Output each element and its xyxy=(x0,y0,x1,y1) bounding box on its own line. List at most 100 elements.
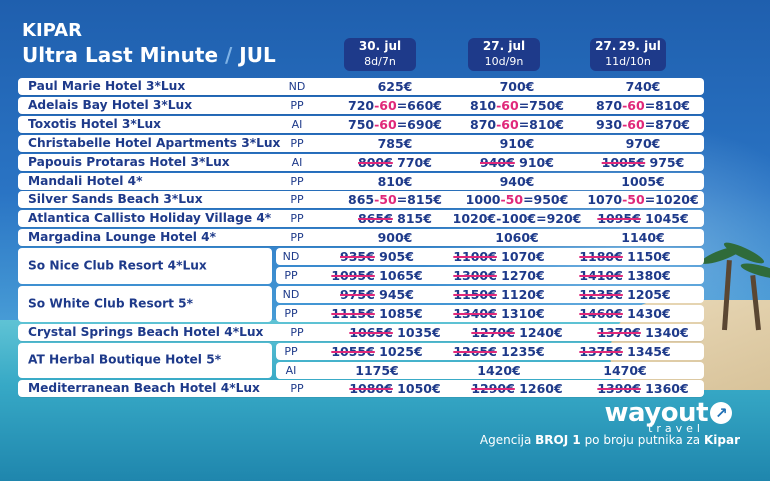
price-cell: 940€ 910€ xyxy=(432,154,602,171)
old-price: 1150€ xyxy=(453,286,497,302)
old-price: 1300€ xyxy=(453,268,497,283)
board-type: PP xyxy=(290,174,304,188)
discount-amount: -50 xyxy=(500,192,524,208)
new-price: 1235€ xyxy=(496,343,545,359)
price-cell: 1290€ 1260€ xyxy=(432,380,602,397)
old-price: 1095€ xyxy=(331,268,375,283)
new-price: 910€ xyxy=(514,154,554,170)
old-price: 1460€ xyxy=(579,305,623,321)
price-cell: 900€ xyxy=(377,230,413,246)
hotel-name: So White Club Resort 5* xyxy=(28,296,194,311)
new-price: 1085€ xyxy=(374,305,423,321)
discount-amount: -60 xyxy=(622,97,645,113)
tagline-text: po broju putnika za xyxy=(580,433,704,447)
table-row: Atlantica Callisto Holiday Village 4* PP 8… xyxy=(18,210,704,228)
price-cell: 785€ xyxy=(377,135,413,151)
column-nights: 8d/7n xyxy=(364,55,396,68)
price-cell: 1100€ 1070€ xyxy=(414,248,584,265)
price-cell: 865-50=815€ xyxy=(310,191,480,208)
old-price: 800€ xyxy=(358,154,393,170)
price-cell: 930-60=870€ xyxy=(558,116,728,133)
board-type: PP xyxy=(284,344,298,358)
final-price: =810€ xyxy=(518,116,564,132)
discount-amount: -60 xyxy=(496,116,519,132)
table-row: Mediterranean Beach Hotel 4*Lux PP 1080€ 1… xyxy=(18,380,704,398)
discount-amount: -60 xyxy=(496,97,519,113)
old-price: 975€ xyxy=(340,286,375,302)
new-price: 1260€ xyxy=(514,381,563,397)
price-cell: 625€ xyxy=(377,79,413,94)
price-cell: 800€ 770€ xyxy=(310,154,480,171)
old-price: 865€ xyxy=(358,211,393,227)
offer-month: JUL xyxy=(239,43,276,67)
hotel-group: So Nice Club Resort 4*Lux xyxy=(18,248,272,284)
price-cell: 810-60=750€ xyxy=(432,97,602,114)
new-price: 1240€ xyxy=(514,324,563,340)
hotel-name: Silver Sands Beach 3*Lux xyxy=(28,192,203,207)
old-price: 1370€ xyxy=(597,324,641,340)
price-cell: 910€ xyxy=(499,135,535,151)
board-type: AI xyxy=(291,117,303,131)
old-price: 1235€ xyxy=(579,286,623,302)
base-price: 1000 xyxy=(465,192,501,208)
price-cell: 865€ 815€ xyxy=(310,210,480,227)
price-cell: 970€ xyxy=(625,135,661,151)
new-price: 1150€ xyxy=(622,249,671,265)
price-cell: 1060€ xyxy=(495,230,539,246)
new-price: 1360€ xyxy=(640,381,689,397)
board-type: PP xyxy=(290,382,304,396)
old-price: 1065€ xyxy=(349,324,393,340)
board-type: PP xyxy=(290,325,304,339)
new-price: 1050€ xyxy=(392,381,441,397)
base-price: 870 xyxy=(596,97,623,113)
price-cell: 1000-50=950€ xyxy=(432,191,602,208)
logo-arrow-icon: ↗ xyxy=(710,402,732,424)
price-cell: 1470€ xyxy=(603,362,647,378)
price-cell: 1375€ 1345€ xyxy=(540,343,710,360)
hotel-name: Christabelle Hotel Apartments 3*Lux xyxy=(28,135,281,150)
discount-amount: -60 xyxy=(374,97,397,113)
board-type: PP xyxy=(290,136,304,150)
old-price: 1340€ xyxy=(453,305,497,321)
old-price: 1095€ xyxy=(597,211,641,227)
old-price: 935€ xyxy=(340,249,375,265)
base-price: 870 xyxy=(470,116,497,132)
price-cell: 940€ xyxy=(499,173,535,189)
table-row: Christabelle Hotel Apartments 3*Lux PP 785… xyxy=(18,134,704,152)
logo-text: wayout xyxy=(604,398,708,428)
new-price: 945€ xyxy=(374,286,414,302)
hotel-name: Crystal Springs Beach Hotel 4*Lux xyxy=(28,324,264,339)
agency-tagline: Agencija BROJ 1 po broju putnika za Kipa… xyxy=(480,433,740,447)
board-type: ND xyxy=(282,287,300,301)
price-cell: 1420€ xyxy=(477,362,521,378)
new-price: 1430€ xyxy=(622,305,671,321)
old-price: 1270€ xyxy=(471,324,515,340)
offer-title-text: Ultra Last Minute xyxy=(22,43,219,67)
price-cell: 1235€ 1205€ xyxy=(540,286,710,303)
price-cell: 1005€ xyxy=(621,173,665,189)
logo-wordmark: wayout ↗ xyxy=(604,398,732,428)
board-type: PP xyxy=(290,98,304,112)
price-cell: 1095€ 1065€ xyxy=(292,267,462,284)
price-cell: 750-60=690€ xyxy=(310,116,480,133)
old-price: 1180€ xyxy=(579,249,623,265)
hotel-name: So Nice Club Resort 4*Lux xyxy=(28,258,207,273)
final-price: =750€ xyxy=(518,97,564,113)
discount-amount: -50 xyxy=(622,192,645,208)
tagline-text: Agencija xyxy=(479,433,536,447)
price-cell: 1055€ 1025€ xyxy=(292,343,462,360)
price-cell: 935€ 905€ xyxy=(292,248,462,265)
price-cell: 1115€ 1085€ xyxy=(292,305,462,322)
column-nights: 10d/9n xyxy=(484,55,524,68)
table-subrow: ND 935€ 905€ 1100€ 1070€ 1180€ 1150€ xyxy=(276,248,704,266)
column-header-2: 27. jul 10d/9n xyxy=(468,38,540,71)
discount-amount: -60 xyxy=(622,116,645,132)
final-price: =950€ xyxy=(523,192,569,208)
price-cell: 975€ 945€ xyxy=(292,286,462,303)
hotel-name: Mandali Hotel 4* xyxy=(28,173,143,188)
new-price: 815€ xyxy=(392,211,432,227)
base-price: 750 xyxy=(348,116,375,132)
new-price: 1045€ xyxy=(640,211,689,227)
old-price: 1290€ xyxy=(471,381,515,397)
